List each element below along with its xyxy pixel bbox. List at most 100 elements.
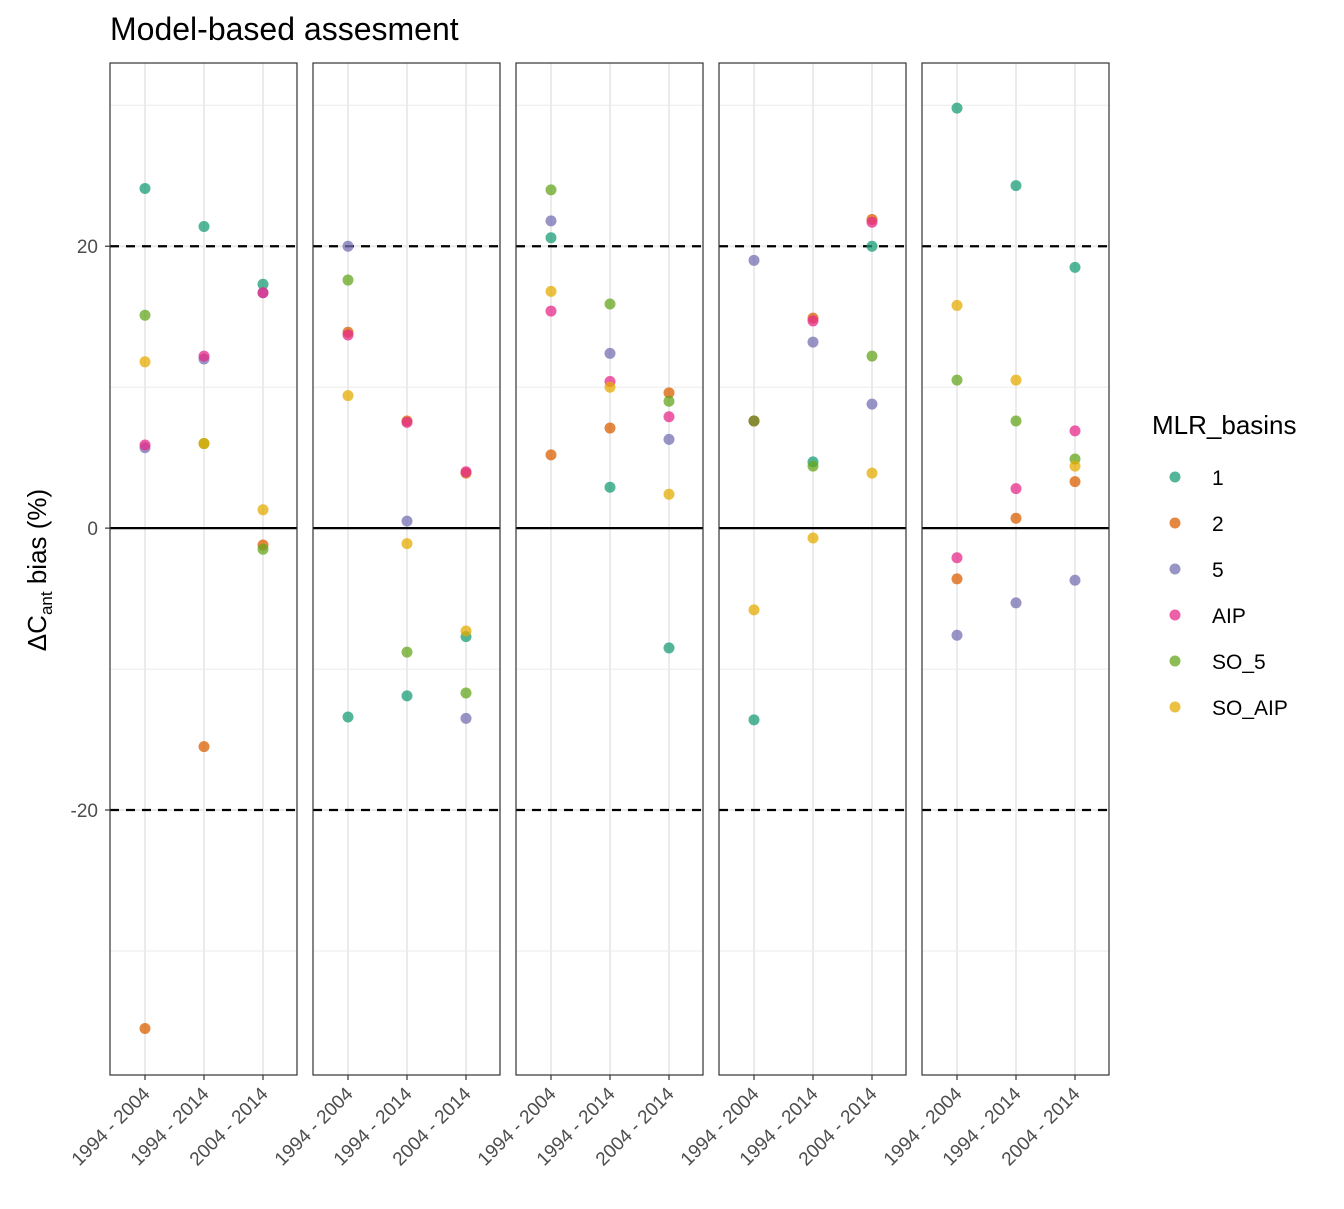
legend-label: 5 <box>1212 559 1224 582</box>
data-point <box>401 690 413 702</box>
y-axis-title: ΔCant bias (%) <box>22 489 56 651</box>
data-point <box>807 336 819 348</box>
data-point <box>401 646 413 658</box>
data-point <box>545 184 557 196</box>
data-point <box>807 460 819 472</box>
data-point <box>1069 476 1081 488</box>
legend: MLR_basins 1 2 5 AIP SO_5 SO_AIP <box>1152 410 1297 720</box>
data-point <box>951 374 963 386</box>
y-tick-label: 20 <box>77 237 98 258</box>
legend-label: SO_AIP <box>1212 697 1288 720</box>
legend-label: AIP <box>1212 605 1246 628</box>
data-point <box>663 395 675 407</box>
legend-label: 2 <box>1212 513 1224 536</box>
y-axis-title-suffix: bias (%) <box>22 489 52 592</box>
legend-marker <box>1169 563 1181 575</box>
data-point <box>198 438 210 450</box>
data-point <box>748 254 760 266</box>
data-point <box>401 515 413 527</box>
data-point <box>604 381 616 393</box>
data-point <box>866 398 878 410</box>
legend-title: MLR_basins <box>1152 410 1297 440</box>
data-point <box>342 274 354 286</box>
data-point <box>257 543 269 555</box>
chart-title: Model-based assesment <box>110 11 459 47</box>
data-point <box>1010 483 1022 495</box>
data-point <box>807 532 819 544</box>
data-point <box>460 687 472 699</box>
data-point <box>342 711 354 723</box>
data-point <box>545 449 557 461</box>
data-point <box>1069 574 1081 586</box>
data-point <box>748 714 760 726</box>
data-point <box>866 240 878 252</box>
data-point <box>139 356 151 368</box>
data-point <box>604 422 616 434</box>
data-point <box>257 504 269 516</box>
data-point <box>951 299 963 311</box>
data-point <box>663 387 675 399</box>
legend-marker <box>1169 471 1181 483</box>
data-point <box>663 411 675 423</box>
data-point <box>342 329 354 341</box>
data-point <box>866 350 878 362</box>
legend-item: 2 <box>1169 513 1224 536</box>
data-point <box>139 182 151 194</box>
data-point <box>401 416 413 428</box>
data-point <box>604 298 616 310</box>
legend-marker <box>1169 701 1181 713</box>
data-point <box>1010 512 1022 524</box>
data-point <box>139 439 151 451</box>
data-point <box>257 278 269 290</box>
data-point <box>604 481 616 493</box>
data-point <box>257 287 269 299</box>
data-point <box>198 220 210 232</box>
data-point <box>460 625 472 637</box>
data-point <box>951 102 963 114</box>
data-point <box>545 305 557 317</box>
data-point <box>1069 460 1081 472</box>
data-point <box>1069 261 1081 273</box>
data-point <box>951 552 963 564</box>
data-point <box>866 467 878 479</box>
legend-item: AIP <box>1169 605 1246 628</box>
data-point <box>663 433 675 445</box>
data-point <box>545 215 557 227</box>
data-point <box>866 216 878 228</box>
legend-marker <box>1169 609 1181 621</box>
data-point <box>748 415 760 427</box>
data-point <box>1010 374 1022 386</box>
data-point <box>545 232 557 244</box>
data-point <box>951 629 963 641</box>
data-point <box>139 1022 151 1034</box>
data-point <box>604 347 616 359</box>
legend-item: 5 <box>1169 559 1224 582</box>
legend-label: SO_5 <box>1212 651 1266 674</box>
data-point <box>748 604 760 616</box>
data-point <box>545 285 557 297</box>
y-tick-label: -20 <box>71 801 98 822</box>
y-axis-title-subscript: ant <box>37 591 56 615</box>
legend-item: SO_5 <box>1169 651 1266 674</box>
data-point <box>139 309 151 321</box>
data-point <box>1010 180 1022 192</box>
data-point <box>198 741 210 753</box>
svg-text:ΔCant bias (%): ΔCant bias (%) <box>22 489 56 651</box>
legend-item: 1 <box>1169 467 1224 490</box>
legend-marker <box>1169 655 1181 667</box>
data-point <box>342 240 354 252</box>
data-point <box>401 538 413 550</box>
data-point <box>198 350 210 362</box>
data-point <box>342 390 354 402</box>
y-axis-title-prefix: ΔC <box>22 615 52 651</box>
data-point <box>1069 425 1081 437</box>
legend-marker <box>1169 517 1181 529</box>
y-tick-label: 0 <box>87 519 98 540</box>
data-point <box>663 642 675 654</box>
